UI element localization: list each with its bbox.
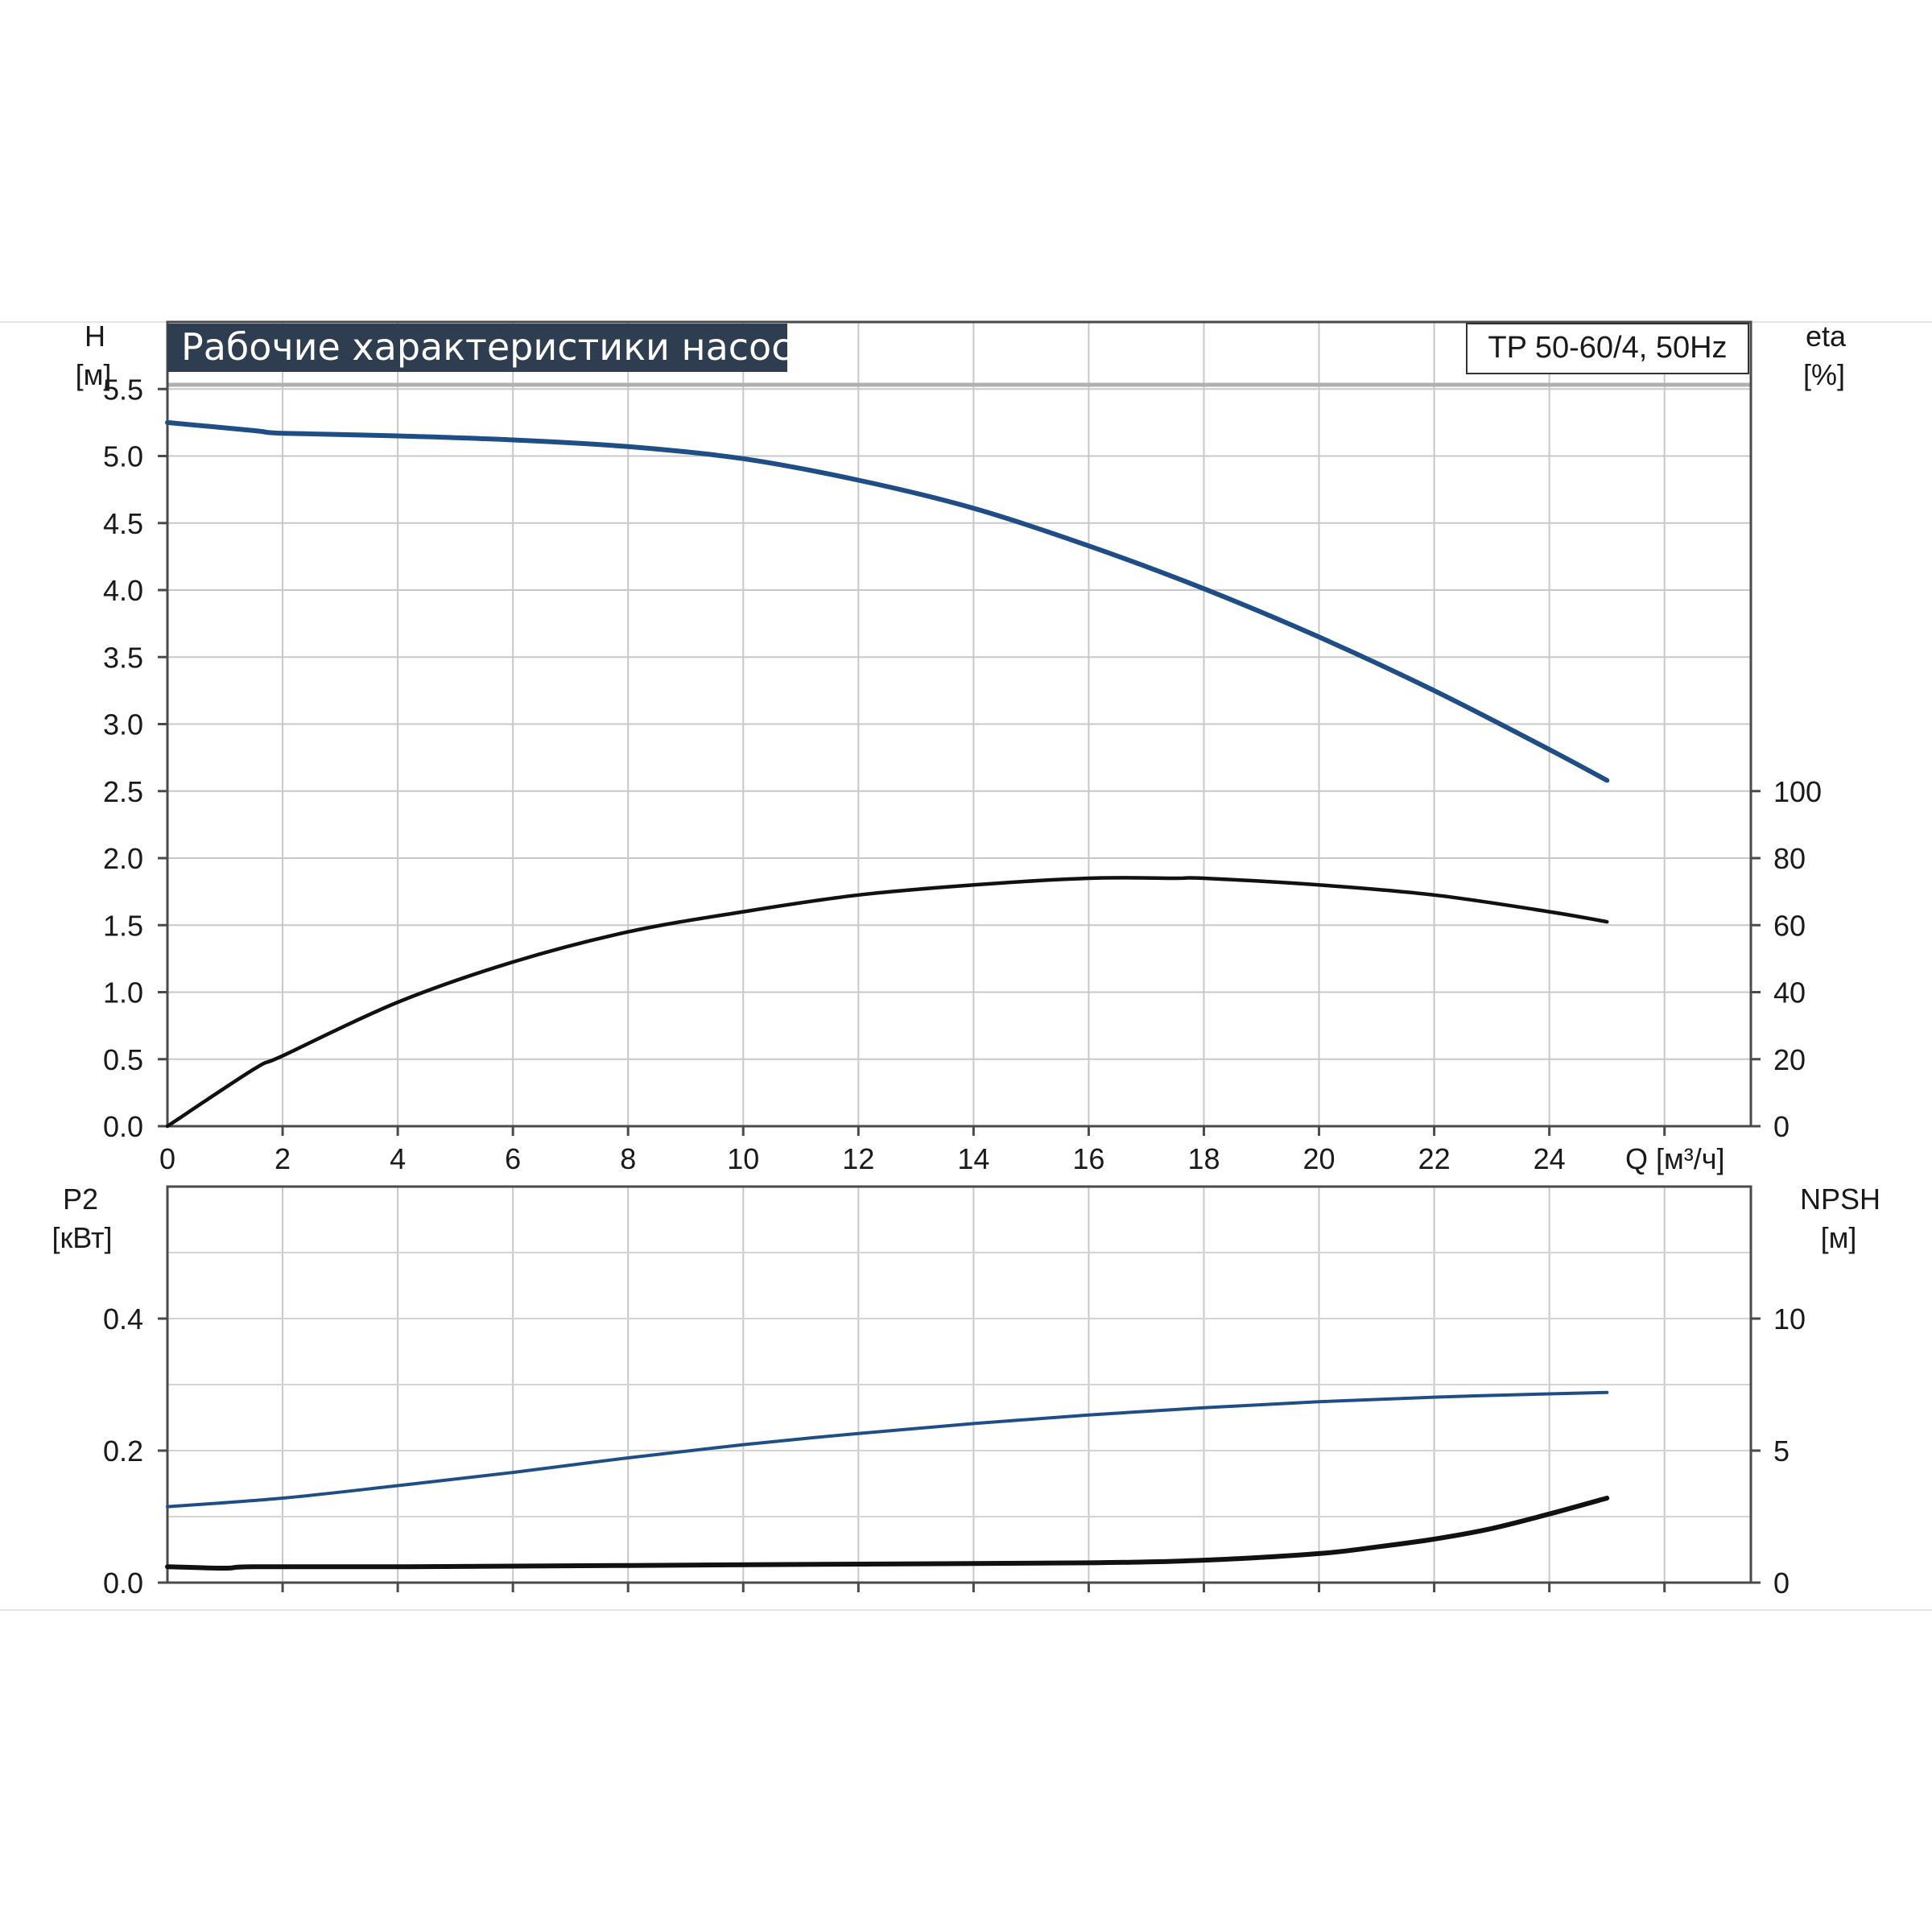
q-tick-label: 8 — [620, 1142, 636, 1175]
top-curves — [165, 419, 1610, 1129]
h-tick-label: 0.5 — [103, 1043, 143, 1076]
h-curve-line — [165, 419, 1610, 783]
h-tick-label: 0.0 — [103, 1110, 143, 1143]
eta-axis-unit: [%] — [1803, 358, 1845, 391]
eta-tick-label: 100 — [1773, 775, 1822, 808]
q-tick-label: 12 — [842, 1142, 874, 1175]
npsh-tick-label: 10 — [1773, 1302, 1806, 1335]
h-tick-label: 4.0 — [103, 574, 143, 607]
q-tick-label: 18 — [1187, 1142, 1220, 1175]
h-tick-label: 1.0 — [103, 976, 143, 1009]
npsh-tick-label: 0 — [1773, 1567, 1790, 1600]
q-tick-label: 14 — [957, 1142, 989, 1175]
h-tick-label: 5.5 — [103, 373, 143, 406]
h-tick-label: 2.0 — [103, 842, 143, 875]
q-axis-ticks: 0 2 4 6 8 10 12 14 16 18 20 22 24 — [159, 1142, 1566, 1175]
npsh-curve-line — [165, 1496, 1610, 1571]
eta-tick-label: 40 — [1773, 976, 1806, 1009]
chart-title: Рабочие характеристики насоса — [181, 325, 815, 369]
eta-tick-label: 80 — [1773, 842, 1806, 875]
eta-tick-label: 0 — [1773, 1110, 1790, 1143]
top-panel: Рабочие характеристики насоса TP 50-60/4… — [76, 320, 1847, 1175]
top-plot-frame — [166, 320, 1752, 1128]
eta-curve-line — [165, 876, 1609, 1129]
eta-axis-ticks: 0 20 40 60 80 100 — [1773, 775, 1822, 1143]
npsh-tick-label: 5 — [1773, 1435, 1790, 1468]
eta-tick-label: 60 — [1773, 909, 1806, 942]
npsh-axis-unit: [м] — [1821, 1221, 1857, 1254]
p2-axis-label: P2 — [63, 1183, 98, 1216]
model-label: TP 50-60/4, 50Hz — [1488, 331, 1727, 365]
top-grid — [158, 322, 1761, 1136]
p2-tick-label: 0.4 — [103, 1302, 143, 1335]
q-tick-label: 24 — [1534, 1142, 1566, 1175]
q-tick-label: 2 — [275, 1142, 291, 1175]
model-label-box — [1466, 323, 1749, 374]
p2-axis-unit: [кВт] — [52, 1221, 112, 1254]
bottom-grid — [158, 1187, 1761, 1592]
q-axis-label: Q [м³/ч] — [1625, 1142, 1725, 1175]
npsh-axis-label: NPSH — [1800, 1183, 1880, 1216]
h-axis-label: H — [85, 320, 105, 353]
title-banner — [167, 324, 787, 372]
h-tick-label: 4.5 — [103, 507, 143, 540]
h-tick-label: 1.5 — [103, 909, 143, 942]
q-tick-label: 0 — [159, 1142, 175, 1175]
q-tick-label: 16 — [1072, 1142, 1104, 1175]
q-tick-label: 10 — [727, 1142, 759, 1175]
p2-curve-line — [166, 1390, 1609, 1509]
bottom-curves — [165, 1390, 1610, 1571]
bottom-panel: 0.0 0.2 0.4 0 5 10 P2 [кВт] NPSH [м] — [52, 1183, 1880, 1600]
q-tick-label: 20 — [1303, 1142, 1335, 1175]
h-tick-label: 3.5 — [103, 641, 143, 674]
eta-axis-label: eta — [1806, 320, 1847, 353]
p2-tick-label: 0.0 — [103, 1567, 143, 1600]
q-tick-label: 22 — [1418, 1142, 1451, 1175]
p2-tick-label: 0.2 — [103, 1435, 143, 1468]
q-tick-label: 6 — [505, 1142, 521, 1175]
h-axis-unit: [м] — [76, 358, 112, 391]
bottom-plot-frame — [166, 1185, 1752, 1584]
h-tick-label: 5.0 — [103, 440, 143, 473]
h-tick-label: 3.0 — [103, 708, 143, 741]
q-tick-label: 4 — [390, 1142, 406, 1175]
npsh-axis-ticks: 0 5 10 — [1773, 1302, 1806, 1600]
h-axis-ticks: 0.0 0.5 1.0 1.5 2.0 2.5 3.0 3.5 4.0 4.5 5.0 5.5 — [103, 373, 143, 1143]
p2-axis-ticks: 0.0 0.2 0.4 — [103, 1302, 143, 1600]
eta-tick-label: 20 — [1773, 1043, 1806, 1076]
h-tick-label: 2.5 — [103, 775, 143, 808]
